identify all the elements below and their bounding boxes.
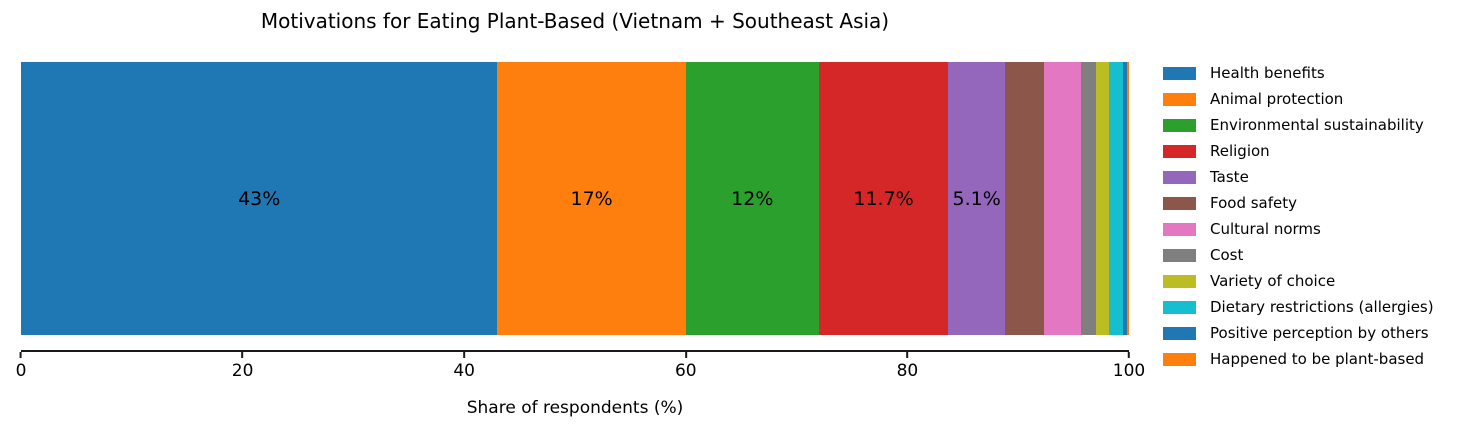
legend-swatch	[1163, 274, 1196, 288]
x-axis-label: Share of respondents (%)	[466, 398, 684, 418]
x-tick: 60	[675, 352, 697, 381]
legend: Health benefits Animal protection Enviro…	[1163, 60, 1434, 372]
legend-label: Cultural norms	[1210, 220, 1321, 238]
legend-swatch	[1163, 248, 1196, 262]
legend-label: Environmental sustainability	[1210, 116, 1424, 134]
x-tick: 20	[231, 352, 254, 381]
legend-item: Health benefits	[1163, 60, 1434, 86]
legend-label: Positive perception by others	[1210, 324, 1429, 342]
legend-swatch	[1163, 118, 1196, 132]
legend-item: Happened to be plant-based	[1163, 346, 1434, 372]
legend-item: Religion	[1163, 138, 1434, 164]
legend-label: Taste	[1210, 168, 1249, 186]
x-tick: 80	[896, 352, 919, 381]
bar-segment	[1081, 62, 1096, 335]
legend-swatch	[1163, 222, 1196, 236]
legend-item: Positive perception by others	[1163, 320, 1434, 346]
legend-swatch	[1163, 92, 1196, 106]
legend-swatch	[1163, 196, 1196, 210]
segment-label: 17%	[570, 187, 613, 210]
bar-segment	[1126, 62, 1129, 335]
x-tick-label: 0	[15, 361, 27, 381]
legend-item: Taste	[1163, 164, 1434, 190]
legend-label: Food safety	[1210, 194, 1298, 212]
legend-swatch	[1163, 144, 1196, 158]
legend-label: Health benefits	[1210, 64, 1325, 82]
x-tick-label: 80	[896, 361, 919, 381]
x-tick-label: 100	[1112, 361, 1146, 381]
bar-segment	[1004, 62, 1044, 335]
legend-item: Environmental sustainability	[1163, 112, 1434, 138]
x-tick-mark	[463, 352, 466, 358]
bar-segment	[1123, 62, 1127, 335]
segment-label: 5.1%	[952, 187, 1001, 210]
legend-swatch	[1163, 170, 1196, 184]
legend-swatch	[1163, 326, 1196, 340]
legend-label: Happened to be plant-based	[1210, 350, 1425, 368]
x-tick-label: 60	[674, 361, 697, 381]
legend-label: Dietary restrictions (allergies)	[1210, 298, 1434, 316]
legend-label: Variety of choice	[1210, 272, 1336, 290]
legend-item: Cost	[1163, 242, 1434, 268]
stacked-bar: 43% 17% 12% 11.7% 5.1%	[21, 62, 1129, 335]
legend-swatch	[1163, 300, 1196, 314]
x-tick-mark	[1127, 352, 1130, 358]
segment-label: 43%	[238, 187, 281, 210]
legend-label: Religion	[1210, 142, 1270, 160]
legend-item: Dietary restrictions (allergies)	[1163, 294, 1434, 320]
chart-title: Motivations for Eating Plant-Based (Viet…	[260, 9, 890, 33]
legend-swatch	[1163, 352, 1196, 366]
x-axis-ticks: 0 20 40 60 80 100	[16, 352, 1145, 386]
x-axis-line	[21, 350, 1129, 352]
x-tick: 100	[1113, 352, 1145, 381]
x-tick: 0	[15, 352, 27, 381]
legend-item: Animal protection	[1163, 86, 1434, 112]
bar-segment: 11.7%	[818, 62, 949, 335]
legend-item: Variety of choice	[1163, 268, 1434, 294]
x-tick: 40	[453, 352, 475, 381]
x-tick-mark	[684, 352, 687, 358]
legend-swatch	[1163, 66, 1196, 80]
legend-label: Animal protection	[1210, 90, 1344, 108]
x-tick-label: 40	[453, 361, 476, 381]
segment-label: 12%	[731, 187, 774, 210]
legend-label: Cost	[1210, 246, 1244, 264]
bar-segment	[1108, 62, 1124, 335]
x-tick-label: 20	[231, 361, 254, 381]
bar-segment: 12%	[685, 62, 819, 335]
legend-item: Cultural norms	[1163, 216, 1434, 242]
x-tick-mark	[241, 352, 244, 358]
segment-label: 11.7%	[853, 187, 914, 210]
bar-segment: 17%	[497, 62, 686, 335]
bar-segment	[1095, 62, 1109, 335]
x-tick-mark	[19, 352, 22, 358]
bar-segment: 43%	[21, 62, 498, 335]
bar-segment	[1043, 62, 1082, 335]
x-tick-mark	[906, 352, 909, 358]
bar-segment: 5.1%	[948, 62, 1005, 335]
legend-item: Food safety	[1163, 190, 1434, 216]
